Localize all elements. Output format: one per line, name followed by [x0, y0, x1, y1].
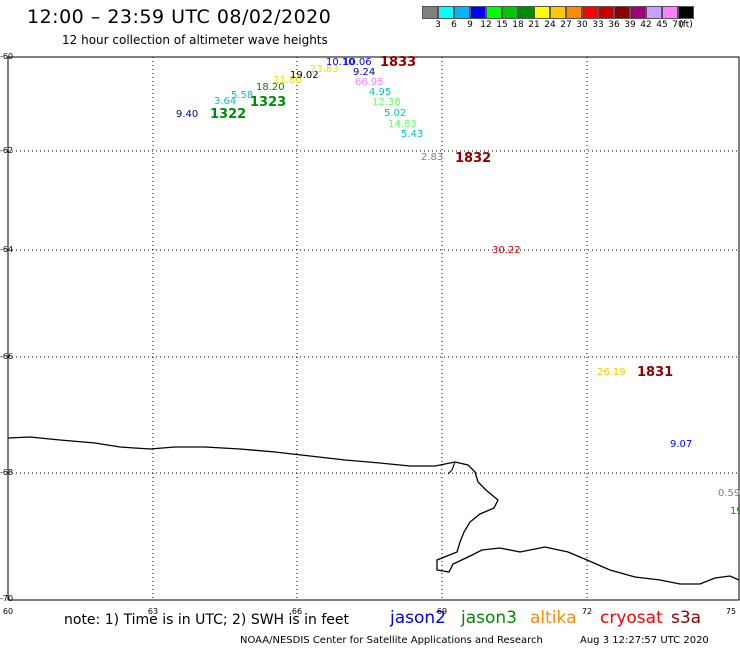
- time-label: 1833: [380, 55, 416, 70]
- wave-height-label: 5.58: [231, 90, 253, 101]
- legend-swatch: [550, 6, 566, 19]
- wave-height-label: 9.07: [670, 439, 692, 450]
- wave-height-label: 4.95: [369, 87, 391, 98]
- legend-unit: (ft): [679, 20, 693, 30]
- legend-swatch: [486, 6, 502, 19]
- legend-label: 15: [496, 20, 508, 30]
- legend-label: 33: [592, 20, 604, 30]
- legend-swatch: [614, 6, 630, 19]
- wave-height-label: 10.06: [343, 57, 372, 68]
- y-axis-label: -64: [0, 245, 13, 254]
- wave-height-label: 0.59: [718, 488, 740, 499]
- legend-label: 9: [467, 20, 473, 30]
- legend-swatch: [534, 6, 550, 19]
- legend-label: 45: [656, 20, 668, 30]
- legend-swatch: [678, 6, 694, 19]
- legend-label: 70: [672, 20, 684, 30]
- page-subtitle: 12 hour collection of altimeter wave hei…: [62, 33, 328, 47]
- page-title: 12:00 – 23:59 UTC 08/02/2020: [27, 6, 332, 28]
- legend-label: 18: [512, 20, 524, 30]
- time-label: 1322: [210, 107, 246, 122]
- plot-frame: [7, 56, 740, 601]
- legend-swatch: [502, 6, 518, 19]
- satellite-name: cryosat: [600, 608, 663, 628]
- satellite-name: jason3: [461, 608, 517, 628]
- wave-height-label: 9.40: [176, 109, 198, 120]
- legend-label: 21: [528, 20, 540, 30]
- satellite-name: altika: [530, 608, 577, 628]
- wave-height-label: 5.43: [401, 129, 423, 140]
- y-axis-label: -60: [0, 52, 13, 61]
- x-axis-label: 60: [3, 607, 13, 616]
- coastline-inlet: [447, 461, 456, 475]
- time-label: 1831: [637, 365, 673, 380]
- y-axis-label: -70: [0, 594, 13, 603]
- wave-height-label: 21.80: [273, 75, 302, 86]
- legend-swatch: [646, 6, 662, 19]
- legend-label: 36: [608, 20, 620, 30]
- wave-height-label: 12.38: [372, 97, 401, 108]
- legend-swatch: [470, 6, 486, 19]
- satellite-name: s3a: [671, 608, 702, 628]
- wave-height-label: 5.02: [384, 108, 406, 119]
- antarctic-coastline: [7, 436, 740, 585]
- timestamp: Aug 3 12:27:57 UTC 2020: [580, 635, 709, 646]
- legend-swatch: [422, 6, 438, 19]
- x-axis-label: 63: [148, 607, 158, 616]
- wave-height-label: 2.83: [421, 152, 443, 163]
- wave-height-label: 19: [730, 506, 740, 517]
- wave-height-label: 9.24: [353, 67, 375, 78]
- satellite-name: jason2: [390, 608, 446, 628]
- time-label: 1832: [455, 151, 491, 166]
- legend-label: 30: [576, 20, 588, 30]
- legend-labels: 3 6 9 12 15 18 21 24 27 30 33 36 39 42 45 70 (ft): [422, 19, 722, 31]
- color-legend: 3 6 9 12 15 18 21 24 27 30 33 36 39 42 45 70 (ft): [422, 6, 722, 31]
- legend-label: 3: [435, 20, 441, 30]
- legend-label: 39: [624, 20, 636, 30]
- wave-height-label: 10.10: [326, 57, 355, 68]
- legend-swatch: [582, 6, 598, 19]
- time-label: 1323: [250, 95, 286, 110]
- x-axis-label: 72: [582, 607, 592, 616]
- legend-label: 27: [560, 20, 572, 30]
- legend-label: 12: [480, 20, 492, 30]
- legend-label: 24: [544, 20, 556, 30]
- x-axis-label: 69: [437, 607, 447, 616]
- legend-swatch: [630, 6, 646, 19]
- legend-swatch: [518, 6, 534, 19]
- legend-label: 42: [640, 20, 652, 30]
- grid-lines: [8, 57, 739, 600]
- legend-swatch: [566, 6, 582, 19]
- legend-swatch: [454, 6, 470, 19]
- wave-height-label: 30.22: [492, 245, 521, 256]
- wave-height-label: 26.19: [597, 367, 626, 378]
- wave-height-label: 23.83: [310, 64, 339, 75]
- wave-height-label: 66.95: [355, 77, 384, 88]
- legend-swatch: [662, 6, 678, 19]
- wave-height-label: 14.83: [388, 119, 417, 130]
- credit-line: NOAA/NESDIS Center for Satellite Applica…: [240, 635, 543, 646]
- legend-label: 6: [451, 20, 457, 30]
- wave-height-label: 18.20: [256, 82, 285, 93]
- legend-swatch: [598, 6, 614, 19]
- x-axis-label: 75: [726, 607, 736, 616]
- wave-height-label: 19.02: [290, 70, 319, 81]
- y-axis-label: -68: [0, 468, 13, 477]
- footer-note: note: 1) Time is in UTC; 2) SWH is in fe…: [64, 612, 350, 628]
- y-axis-label: -66: [0, 352, 13, 361]
- wave-height-label: 3.64: [214, 96, 236, 107]
- legend-swatch: [438, 6, 454, 19]
- legend-swatches: [422, 6, 722, 19]
- x-axis-label: 66: [292, 607, 302, 616]
- y-axis-label: -62: [0, 146, 13, 155]
